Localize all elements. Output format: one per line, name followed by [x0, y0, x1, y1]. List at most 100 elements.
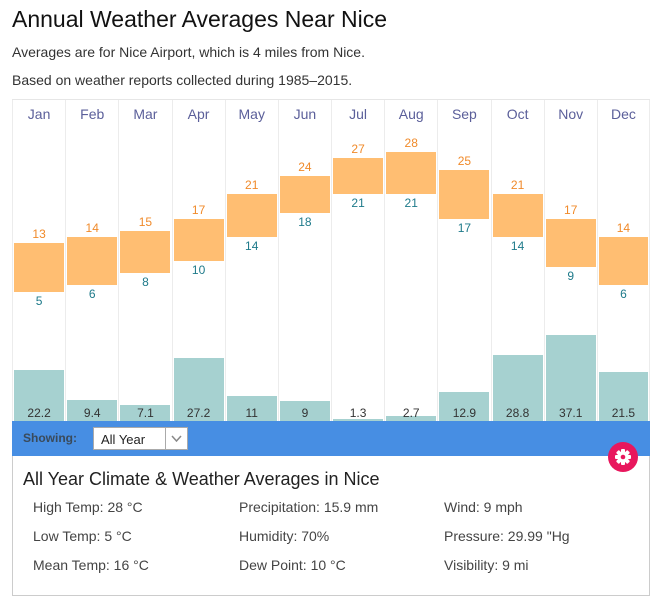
high-temp-label: 17 [564, 202, 578, 217]
low-temp-label: 6 [88, 287, 96, 302]
low-temp-label: 14 [510, 238, 525, 253]
summary-title: All Year Climate & Weather Averages in N… [23, 469, 380, 489]
high-temp-label: 14 [616, 220, 631, 235]
precip-bar [598, 371, 648, 422]
month-column: Feb 9.4 14 6 [65, 100, 118, 422]
month-column: Jan 22.2 13 5 [12, 100, 65, 422]
temp-range-bar [173, 218, 224, 262]
precip-bar [386, 415, 437, 422]
precip-label: 7.1 [137, 406, 154, 420]
low-temp-label: 21 [404, 196, 418, 211]
low-temp-label: 8 [142, 275, 149, 290]
low-temp-label: 18 [298, 214, 312, 229]
month-label: Jul [349, 106, 368, 122]
temp-range-bar [120, 230, 171, 274]
month-column: Dec 21.5 14 6 [596, 100, 650, 422]
low-temp-label: 17 [457, 220, 472, 235]
summary-panel: All Year Climate & Weather Averages in N… [12, 456, 650, 596]
precip-label: 1.3 [349, 406, 367, 420]
precip-label: 28.8 [505, 406, 530, 420]
month-column: Jul 1.3 27 21 [331, 100, 384, 422]
high-temp-label: 17 [191, 202, 206, 217]
month-label: Apr [187, 106, 210, 122]
summary-stat: Low Temp: 5 °C [33, 528, 132, 544]
summary-stat: Dew Point: 10 °C [239, 557, 346, 573]
precip-label: 37.1 [559, 406, 583, 420]
temp-range-bar [492, 194, 543, 237]
precip-label: 2.7 [402, 406, 420, 420]
low-temp-label: 10 [191, 263, 206, 278]
climate-chart: Jan 22.2 13 5 Feb 9.4 14 6 Mar 7.1 15 8 Apr 27.2 17 10 M… [12, 99, 650, 422]
high-temp-label: 28 [404, 135, 418, 150]
precip-label: 11 [245, 406, 258, 420]
month-label: Nov [558, 106, 584, 122]
precip-bar [67, 400, 118, 422]
low-temp-label: 9 [567, 269, 575, 284]
precip-label: 21.5 [611, 406, 636, 420]
month-column: May 11 21 14 [224, 100, 278, 422]
precip-bar [545, 335, 596, 422]
subtitle-location: Averages are for Nice Airport, which is … [12, 44, 365, 60]
precip-bar [120, 405, 171, 422]
precip-bar [492, 354, 543, 422]
precip-bar [14, 370, 65, 422]
precip-label: 12.9 [452, 406, 477, 420]
period-select[interactable]: All Year [93, 427, 188, 450]
subtitle-period: Based on weather reports collected durin… [12, 72, 353, 88]
temp-range-bar [14, 243, 65, 292]
summary-stat: Visibility: 9 mi [444, 557, 529, 573]
low-temp-label: 14 [245, 238, 259, 253]
month-label: Jun [293, 106, 317, 122]
month-label: Mar [133, 106, 158, 122]
month-column: Oct 28.8 21 14 [490, 100, 544, 422]
high-temp-label: 21 [510, 178, 525, 193]
month-label: Oct [506, 106, 529, 122]
summary-stat: Mean Temp: 16 °C [33, 557, 149, 573]
high-temp-label: 24 [298, 160, 312, 175]
precip-label: 9 [301, 406, 309, 420]
showing-label: Showing: [23, 431, 77, 445]
temp-range-bar [439, 170, 490, 219]
month-column: Apr 27.2 17 10 [171, 100, 225, 422]
high-temp-label: 13 [32, 227, 46, 241]
summary-stat: Precipitation: 15.9 mm [239, 499, 379, 515]
month-label: May [238, 106, 265, 122]
month-label: Dec [610, 106, 636, 122]
month-column: Nov 37.1 17 9 [543, 100, 597, 422]
high-temp-label: 27 [351, 142, 365, 157]
high-temp-label: 14 [85, 220, 99, 235]
temp-range-bar [226, 194, 277, 237]
precip-bar [279, 400, 330, 422]
temp-range-bar [386, 151, 437, 195]
gear-icon[interactable] [608, 442, 638, 472]
temp-range-bar [545, 218, 596, 268]
temp-range-bar [598, 236, 648, 286]
month-label: Jan [27, 106, 51, 122]
summary-stat: Pressure: 29.99 "Hg [444, 528, 570, 544]
chevron-down-icon[interactable] [165, 428, 187, 449]
summary-stat: Humidity: 70% [239, 528, 330, 544]
precip-label: 9.4 [83, 406, 101, 420]
month-label: Sep [451, 106, 477, 122]
low-temp-label: 21 [351, 196, 365, 211]
month-label: Feb [80, 106, 105, 122]
high-temp-label: 25 [457, 154, 472, 169]
temp-range-bar [67, 236, 118, 286]
low-temp-label: 6 [620, 287, 627, 302]
precip-bar [439, 391, 490, 422]
precip-bar [173, 358, 224, 422]
high-temp-label: 15 [138, 214, 153, 229]
summary-stat: Wind: 9 mph [444, 499, 523, 515]
precip-label: 27.2 [186, 406, 211, 420]
period-select-value: All Year [101, 432, 146, 447]
month-column: Sep 12.9 25 17 [437, 100, 490, 422]
period-filter-bar: Showing: All Year [12, 421, 650, 456]
temp-range-bar [333, 158, 384, 195]
high-temp-label: 21 [245, 178, 259, 193]
month-column: Jun 9 24 18 [277, 100, 331, 422]
month-label: Aug [398, 106, 424, 122]
month-column: Aug 2.7 28 21 [384, 100, 437, 422]
precip-bar [333, 418, 384, 422]
summary-stat: High Temp: 28 °C [33, 499, 143, 515]
page-title: Annual Weather Averages Near Nice [12, 6, 388, 32]
